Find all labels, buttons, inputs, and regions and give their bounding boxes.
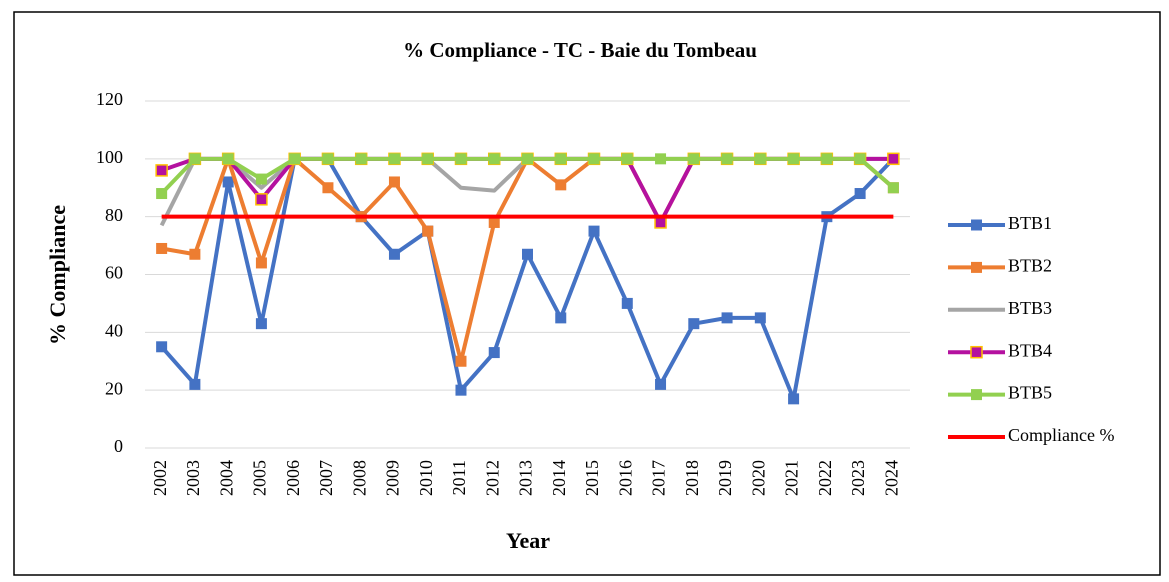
x-tick-label: 2021 <box>782 460 802 496</box>
x-axis-title: Year <box>506 528 550 553</box>
y-tick-label: 0 <box>114 436 123 456</box>
marker <box>887 182 899 194</box>
x-tick-label: 2019 <box>715 460 735 496</box>
marker <box>887 152 900 166</box>
marker <box>388 248 400 260</box>
marker <box>189 248 201 260</box>
x-tick-label: 2011 <box>449 460 469 495</box>
legend-label: BTB4 <box>1008 340 1052 360</box>
marker <box>455 153 467 165</box>
x-tick-label: 2023 <box>848 460 868 496</box>
legend-label: BTB1 <box>1008 213 1052 233</box>
y-tick-label: 80 <box>105 205 123 225</box>
marker <box>488 347 500 359</box>
x-tick-label: 2022 <box>815 460 835 496</box>
marker <box>189 378 201 390</box>
marker <box>488 216 500 228</box>
legend-label: BTB2 <box>1008 256 1052 276</box>
marker <box>189 153 201 165</box>
marker <box>788 393 800 405</box>
marker <box>322 182 334 194</box>
marker <box>555 312 567 324</box>
x-tick-label: 2003 <box>183 460 203 496</box>
x-tick-label: 2002 <box>150 460 170 496</box>
marker <box>655 378 667 390</box>
marker <box>255 173 267 185</box>
chart-title: % Compliance - TC - Baie du Tombeau <box>403 38 757 62</box>
x-tick-label: 2013 <box>516 460 536 496</box>
legend-label: Compliance % <box>1008 425 1114 445</box>
marker <box>455 384 467 396</box>
marker <box>156 188 168 200</box>
marker <box>255 193 268 206</box>
x-tick-label: 2008 <box>349 460 369 496</box>
y-axis-title: % Compliance <box>45 205 70 345</box>
x-tick-label: 2015 <box>582 460 602 496</box>
legend-marker <box>971 219 982 231</box>
marker <box>222 176 234 188</box>
marker <box>455 355 467 367</box>
marker <box>588 225 600 237</box>
x-tick-label: 2017 <box>649 460 669 496</box>
x-tick-label: 2006 <box>283 460 303 496</box>
x-tick-label: 2004 <box>216 460 236 496</box>
marker <box>422 225 434 237</box>
marker <box>155 164 168 177</box>
marker <box>721 312 733 324</box>
marker <box>688 318 700 330</box>
marker <box>322 153 334 165</box>
marker <box>788 153 800 165</box>
x-tick-label: 2012 <box>482 460 502 496</box>
marker <box>222 153 234 165</box>
x-tick-label: 2010 <box>416 460 436 496</box>
chart-frame <box>13 11 1161 576</box>
x-tick-label: 2009 <box>383 460 403 496</box>
x-tick-label: 2007 <box>316 460 336 496</box>
x-tick-label: 2020 <box>748 460 768 496</box>
y-tick-label: 20 <box>105 378 123 398</box>
marker <box>821 153 833 165</box>
marker <box>754 153 766 165</box>
x-tick-label: 2014 <box>549 460 569 496</box>
marker <box>388 176 400 188</box>
x-tick-label: 2016 <box>615 460 635 496</box>
marker <box>655 153 667 165</box>
marker <box>156 341 168 353</box>
legend-marker <box>971 261 982 273</box>
x-tick-label: 2005 <box>250 460 270 496</box>
marker <box>721 153 733 165</box>
marker <box>355 153 367 165</box>
legend-marker <box>971 389 982 401</box>
marker <box>555 153 567 165</box>
y-tick-label: 100 <box>96 147 123 167</box>
legend-marker <box>970 345 983 359</box>
y-tick-label: 120 <box>96 89 123 109</box>
marker <box>688 153 700 165</box>
legend-label: BTB3 <box>1008 298 1052 318</box>
marker <box>255 257 267 269</box>
marker <box>488 153 500 165</box>
marker <box>754 312 766 324</box>
marker <box>289 153 301 165</box>
marker <box>621 297 633 309</box>
marker <box>522 248 533 260</box>
legend-label: BTB5 <box>1008 383 1052 403</box>
marker <box>621 153 633 165</box>
marker <box>555 179 567 191</box>
y-tick-label: 60 <box>105 263 123 283</box>
marker <box>854 153 866 165</box>
marker <box>588 153 600 165</box>
marker <box>854 188 866 200</box>
marker <box>388 153 400 165</box>
x-tick-label: 2024 <box>881 460 901 496</box>
marker <box>156 242 168 254</box>
marker <box>422 153 434 165</box>
y-tick-label: 40 <box>105 320 123 340</box>
marker <box>255 318 267 330</box>
x-tick-label: 2018 <box>682 460 702 496</box>
marker <box>522 153 533 165</box>
